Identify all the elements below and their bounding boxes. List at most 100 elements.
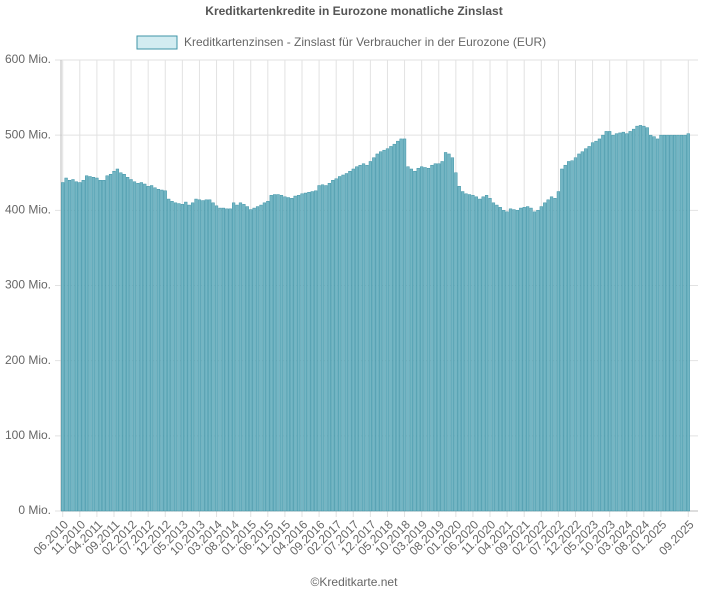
bar xyxy=(683,134,687,512)
bar xyxy=(505,211,509,512)
bar xyxy=(621,131,625,512)
bar xyxy=(498,207,502,512)
bar xyxy=(355,166,359,512)
bar xyxy=(269,195,273,512)
bar xyxy=(105,175,109,512)
bar xyxy=(580,151,584,512)
bar xyxy=(375,153,379,512)
bar xyxy=(553,198,557,512)
bar xyxy=(508,208,513,512)
bar xyxy=(590,142,595,512)
bar xyxy=(570,160,574,512)
legend-label: Kreditkartenzinsen - Zinslast für Verbra… xyxy=(184,35,546,49)
bar xyxy=(672,134,677,512)
bar xyxy=(454,172,458,512)
bar xyxy=(522,207,526,512)
bar xyxy=(149,185,154,512)
bar xyxy=(659,134,663,512)
bar xyxy=(495,204,499,512)
bar xyxy=(273,194,277,512)
bar xyxy=(108,174,113,512)
bar xyxy=(266,201,270,512)
bar xyxy=(440,161,444,512)
bar xyxy=(529,207,533,512)
bar xyxy=(71,179,75,512)
bar xyxy=(112,170,116,512)
source: ©Kreditkarte.net xyxy=(311,575,399,589)
bar xyxy=(327,183,331,512)
bar xyxy=(122,174,126,512)
bar xyxy=(365,164,369,512)
bar xyxy=(416,167,420,512)
bar xyxy=(567,161,571,512)
bar xyxy=(467,194,472,512)
bar xyxy=(344,173,349,512)
bar xyxy=(461,191,465,512)
bar xyxy=(597,138,602,512)
bar xyxy=(577,153,581,512)
bar xyxy=(396,140,400,512)
bar xyxy=(573,157,578,512)
bar xyxy=(686,133,690,512)
bar xyxy=(211,202,215,512)
bar xyxy=(631,128,636,512)
bar xyxy=(655,138,660,512)
bar xyxy=(358,164,362,512)
bar xyxy=(474,196,478,512)
bar xyxy=(252,207,256,512)
bar xyxy=(645,127,649,512)
bar xyxy=(78,182,82,512)
bar xyxy=(666,134,670,512)
bar xyxy=(163,190,167,512)
bar xyxy=(368,161,372,512)
bar xyxy=(283,196,287,512)
bar xyxy=(601,134,605,512)
bar xyxy=(232,202,236,512)
bar xyxy=(379,151,383,512)
bar xyxy=(208,199,212,512)
bar xyxy=(420,166,424,512)
bar xyxy=(173,202,178,512)
bar xyxy=(447,153,451,512)
bar xyxy=(430,164,434,512)
bar xyxy=(153,187,157,512)
bar xyxy=(126,177,130,512)
bar xyxy=(218,207,222,512)
bar xyxy=(184,201,188,512)
bar xyxy=(64,177,68,512)
bar xyxy=(238,202,243,512)
bar xyxy=(515,210,519,512)
bar xyxy=(604,131,608,512)
bar xyxy=(331,180,335,512)
bar xyxy=(679,134,684,512)
y-tick-label: 400 Mio. xyxy=(5,203,51,217)
bar xyxy=(286,197,290,512)
bar xyxy=(635,125,639,512)
bar xyxy=(98,180,102,512)
bar xyxy=(437,163,441,512)
bar xyxy=(443,152,448,512)
bar xyxy=(406,166,410,512)
bar xyxy=(300,193,304,512)
bar xyxy=(204,199,208,512)
y-tick-label: 600 Mio. xyxy=(5,52,51,66)
bar xyxy=(385,148,390,512)
bar xyxy=(249,209,253,512)
bar xyxy=(119,172,123,512)
bar xyxy=(310,191,314,512)
bar xyxy=(334,178,338,512)
bar xyxy=(296,195,301,512)
bar xyxy=(85,175,89,512)
bar xyxy=(676,134,680,512)
bar xyxy=(608,131,612,512)
bar xyxy=(194,198,198,512)
bar xyxy=(618,132,622,512)
bar xyxy=(115,168,120,512)
bar xyxy=(543,202,547,512)
bar xyxy=(491,202,496,512)
bar xyxy=(519,207,523,512)
bar xyxy=(290,198,294,512)
bar xyxy=(276,194,280,512)
bar xyxy=(91,177,96,512)
